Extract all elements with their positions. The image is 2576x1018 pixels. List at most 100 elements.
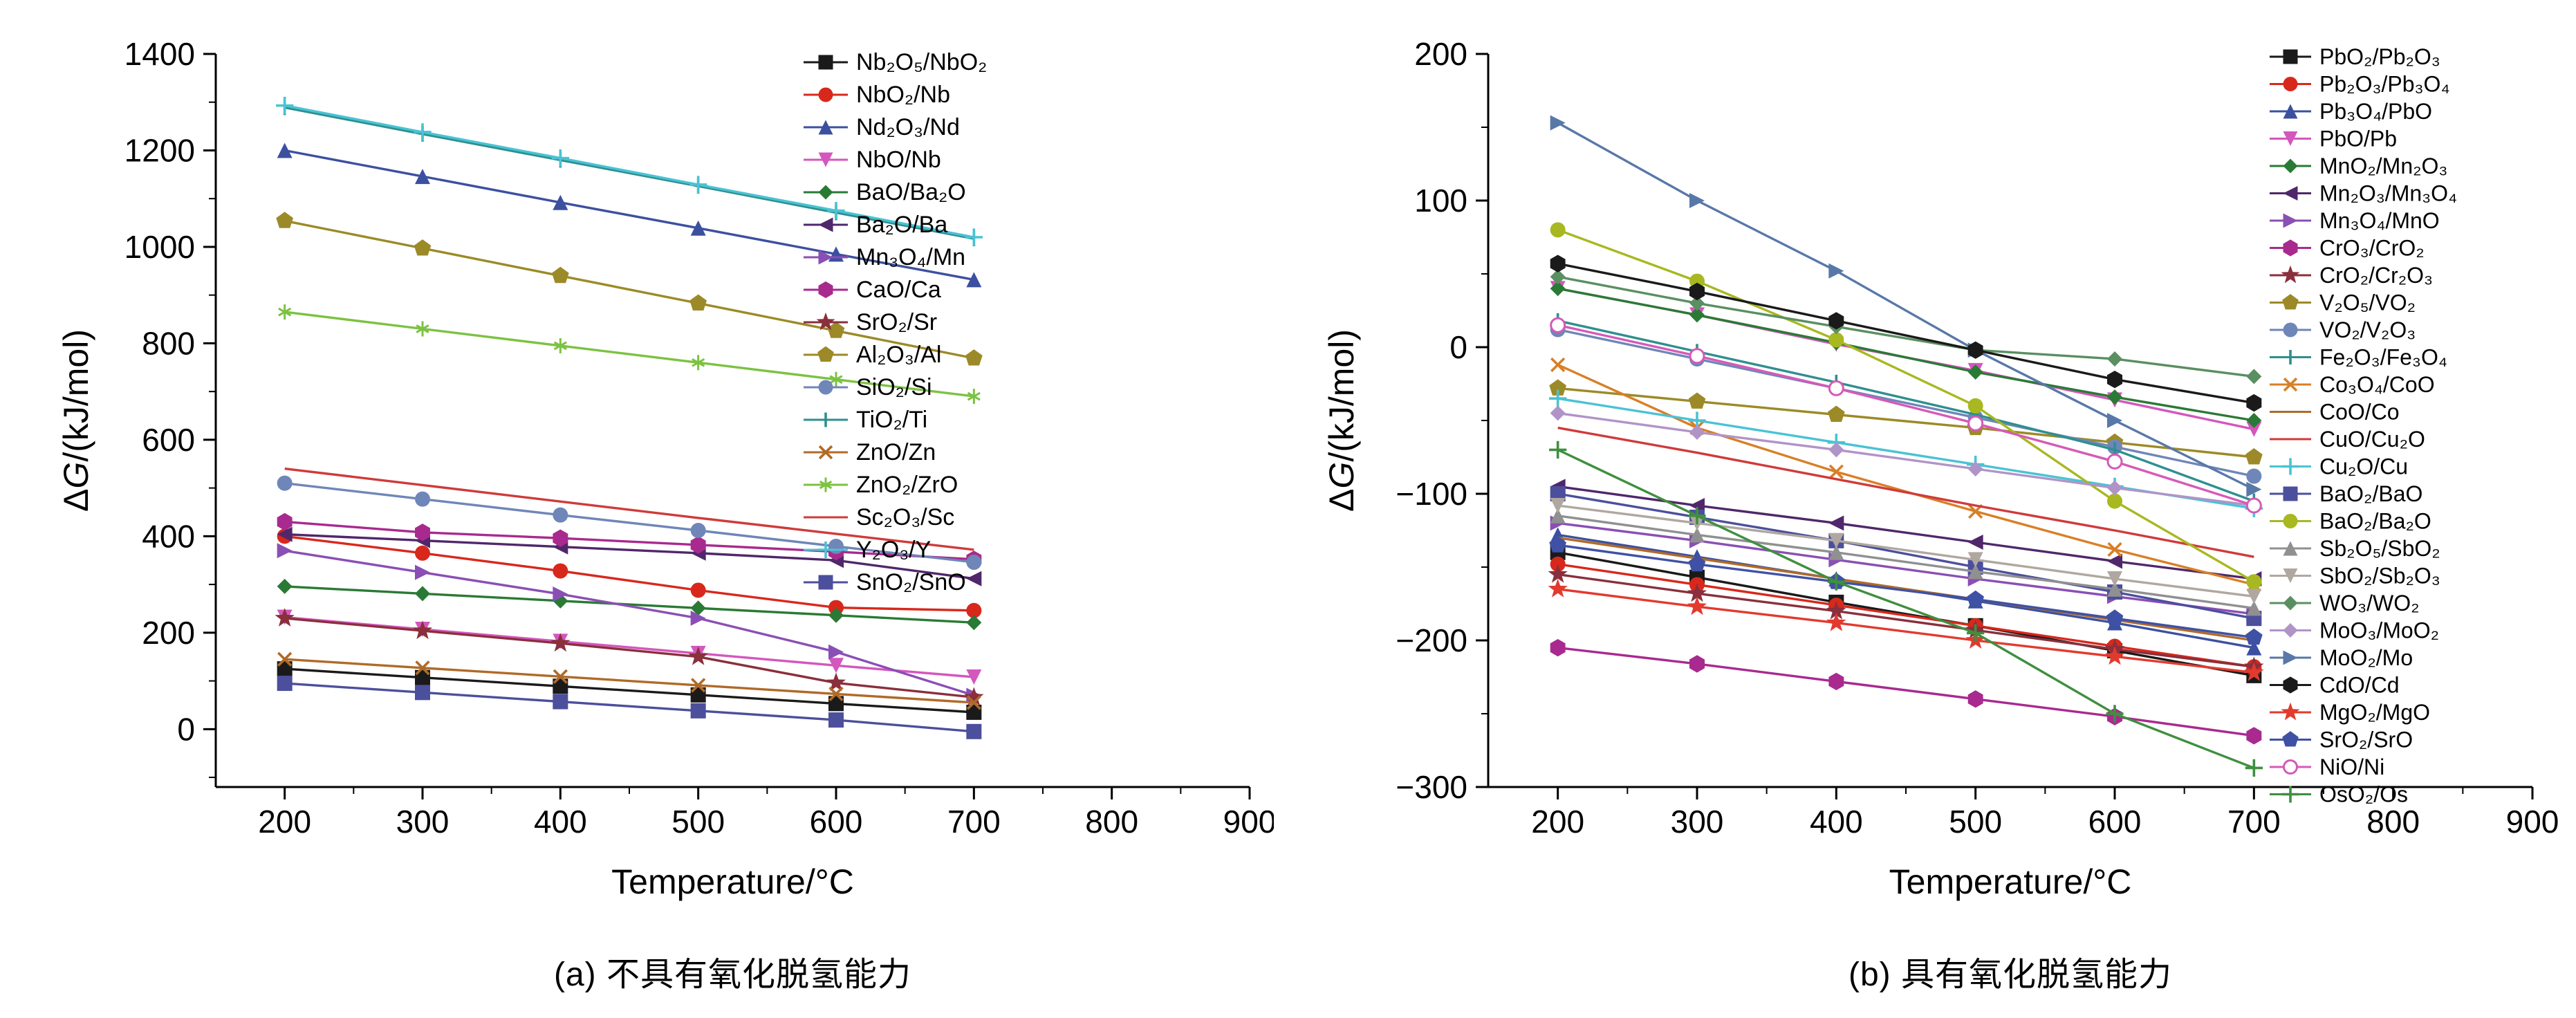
series-line — [1557, 122, 2255, 491]
y-tick-label: 200 — [142, 615, 195, 651]
x-axis-title: Temperature/°C — [1889, 862, 2132, 901]
plot-area: 200 300 400 500 600 700 800 900 0 200 400 600 800 100… — [124, 36, 1274, 840]
chart-panel-b: 200 300 400 500 600 700 800 900 −300 −200 −100 0 100… — [1274, 12, 2574, 995]
legend-label: Co₃O₄/CoO — [2319, 372, 2435, 397]
series-line — [284, 616, 974, 678]
series-line — [1557, 521, 2254, 616]
chart-panel-a: 200 300 400 500 600 700 800 900 0 200 400 600 800 100… — [8, 12, 1274, 995]
x-tick-label: 200 — [258, 804, 311, 840]
series-line — [1557, 448, 2254, 769]
x-tick-label: 500 — [1949, 804, 2002, 840]
series-line — [284, 520, 974, 561]
series-line — [1557, 411, 2254, 507]
legend-label: MnO₂/Mn₂O₃ — [2319, 154, 2447, 178]
legend-label: SbO₂/Sb₂O₃ — [2319, 564, 2440, 589]
series-line — [1557, 426, 2254, 558]
series-line — [1557, 563, 2254, 668]
series-line — [1557, 536, 2254, 642]
legend-label: ZnO₂/ZrO — [856, 472, 958, 498]
legend-label: BaO₂/BaO — [2319, 481, 2422, 506]
legend-label: MgO₂/MgO — [2319, 700, 2430, 725]
legend-label: SnO₂/SnO — [856, 569, 966, 595]
series-line — [1557, 544, 2254, 639]
y-tick-label: −100 — [1396, 476, 1467, 512]
series-line — [284, 682, 974, 733]
plot-area: 200 300 400 500 600 700 800 900 −300 −200 −100 0 100… — [1396, 36, 2559, 840]
legend-label: Sc₂O₃/Sc — [856, 504, 954, 530]
x-tick-label: 400 — [534, 804, 587, 840]
y-tick-label: 0 — [1449, 329, 1467, 365]
series-line — [284, 585, 974, 624]
series-line — [284, 667, 974, 714]
legend-label: CdO/Cd — [2319, 673, 2400, 698]
y-tick-label: 0 — [177, 711, 195, 747]
x-tick-label: 900 — [2506, 804, 2559, 840]
series-line — [1557, 228, 2255, 583]
legend-label: SrO₂/SrO — [2319, 728, 2413, 752]
series-line — [1557, 324, 2254, 507]
series-line — [284, 219, 974, 360]
chart-a-canvas: 200 300 400 500 600 700 800 900 0 200 400 600 800 100… — [57, 36, 1274, 901]
x-tick-label: 400 — [1810, 804, 1863, 840]
series-line — [1557, 485, 2254, 580]
series-line — [1557, 387, 2254, 459]
chart-b-canvas: 200 300 400 500 600 700 800 900 −300 −200 −100 0 100… — [1322, 36, 2559, 901]
legend-label: Pb₃O₄/PbO — [2319, 99, 2432, 124]
series-line — [284, 311, 974, 398]
legend-label: Al₂O₃/Al — [856, 342, 941, 368]
legend-label: OsO₂/Os — [2319, 782, 2408, 807]
x-tick-label: 900 — [1223, 804, 1274, 840]
y-tick-label: 1400 — [124, 36, 195, 72]
x-axis-title: Temperature/°C — [611, 862, 854, 901]
y-tick-label: −300 — [1396, 769, 1467, 805]
legend-label: Sb₂O₅/SbO₂ — [2319, 536, 2440, 561]
x-tick-label: 300 — [396, 804, 450, 840]
legend-label: NiO/Ni — [2319, 755, 2384, 779]
series-line — [284, 549, 974, 697]
legend-label: WO₃/WO₂ — [2319, 591, 2420, 616]
legend-label: NbO/Nb — [856, 147, 941, 173]
series-line — [1557, 515, 2254, 610]
series-line — [1557, 262, 2254, 405]
series-line — [1557, 320, 2254, 503]
series-line — [284, 482, 974, 564]
dual-gibbs-energy-figure: 200 300 400 500 600 700 800 900 0 200 400 600 800 100… — [8, 12, 2574, 995]
legend-label: BaO₂/Ba₂O — [2319, 509, 2431, 534]
legend-label: Mn₂O₃/Mn₃O₄ — [2319, 181, 2457, 206]
series-line — [284, 468, 974, 551]
y-tick-label: 1000 — [124, 229, 195, 265]
x-tick-label: 500 — [671, 804, 725, 840]
series-line — [284, 149, 974, 281]
legend-label: NbO₂/Nb — [856, 82, 950, 108]
legend-label: MoO₃/MoO₂ — [2319, 618, 2439, 643]
legend-label: Nd₂O₃/Nd — [856, 114, 960, 140]
legend-label: VO₂/V₂O₃ — [2319, 317, 2416, 342]
y-tick-label: −200 — [1396, 622, 1467, 658]
series-line — [284, 106, 974, 240]
series-line — [1557, 551, 2254, 677]
legend-label: Nb₂O₅/NbO₂ — [856, 49, 987, 75]
legend-label: Fe₂O₃/Fe₃O₄ — [2319, 345, 2447, 370]
series-line — [1557, 328, 2254, 478]
legend-label: SiO₂/Si — [856, 374, 932, 400]
series-line — [284, 104, 974, 239]
legend-label: SrO₂/Sr — [856, 309, 937, 335]
series-line — [284, 617, 974, 698]
legend-label: PbO₂/Pb₂O₃ — [2319, 44, 2440, 69]
legend-label: MoO₂/Mo — [2319, 645, 2413, 670]
legend-label: TiO₂/Ti — [856, 407, 927, 433]
series-line — [1557, 504, 2254, 598]
series-line — [1557, 588, 2254, 674]
x-tick-label: 700 — [947, 804, 1001, 840]
legend-label: Mn₃O₄/Mn — [856, 244, 965, 270]
series-line — [1557, 275, 2254, 378]
series-group — [275, 96, 984, 739]
x-tick-label: 600 — [2088, 804, 2142, 840]
x-tick-label: 800 — [1085, 804, 1138, 840]
series-line — [1557, 492, 2254, 620]
series-line — [284, 658, 974, 704]
legend-label: PbO/Pb — [2319, 127, 2397, 151]
legend-label: ZnO/Zn — [856, 439, 936, 465]
legend-label: Cu₂O/Cu — [2319, 454, 2408, 479]
